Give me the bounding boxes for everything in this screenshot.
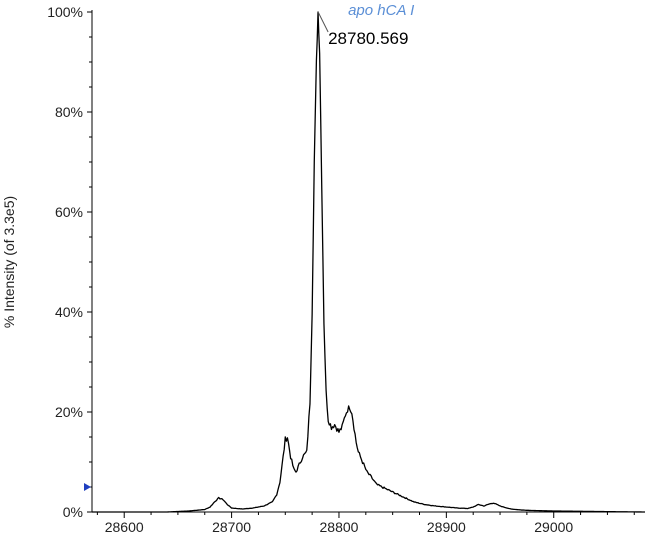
peak-leader-line bbox=[317, 11, 329, 33]
y-tick-label: 0% bbox=[63, 504, 83, 520]
peak-mass-label: 28780.569 bbox=[328, 29, 408, 48]
x-tick-label: 28700 bbox=[212, 519, 251, 535]
baseline-marker-icon bbox=[84, 483, 91, 491]
y-tick-label: 60% bbox=[55, 204, 83, 220]
x-tick-label: 28600 bbox=[105, 519, 144, 535]
y-tick-label: 80% bbox=[55, 104, 83, 120]
x-axis: 28600 28700 28800 28900 29000 bbox=[96, 512, 635, 535]
species-annotation: apo hCA I bbox=[348, 2, 414, 19]
y-tick-label: 40% bbox=[55, 304, 83, 320]
y-tick-label: 100% bbox=[47, 4, 83, 20]
spectrum-series-line bbox=[92, 11, 646, 513]
x-tick-label: 28900 bbox=[427, 519, 466, 535]
y-tick-label: 20% bbox=[55, 404, 83, 420]
x-tick-label: 28800 bbox=[320, 519, 359, 535]
x-tick-label: 29000 bbox=[534, 519, 573, 535]
y-axis: 0% 20% 40% 60% 80% 100% bbox=[47, 4, 92, 520]
y-axis-label: % Intensity (of 3.3e5) bbox=[1, 196, 17, 328]
